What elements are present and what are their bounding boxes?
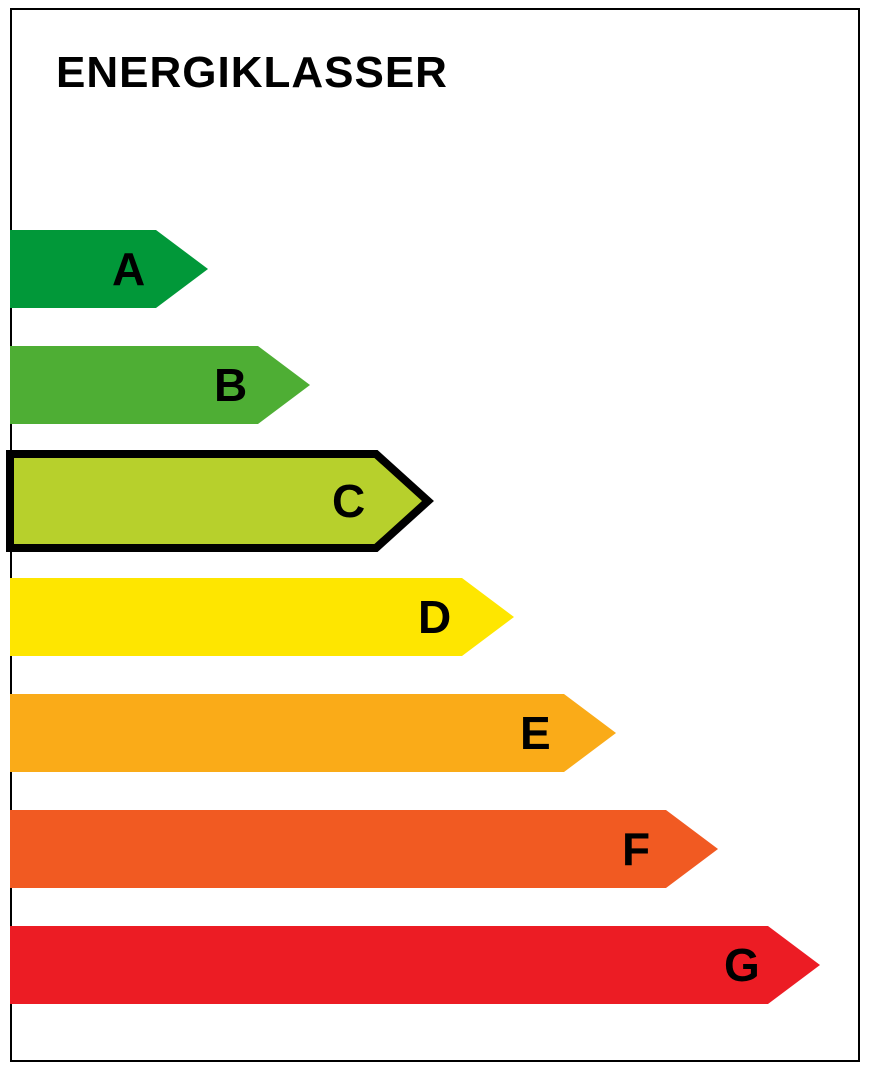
energy-bar-f: F [10, 810, 718, 888]
energy-bar-label: G [724, 938, 760, 992]
title: ENERGIKLASSER [56, 48, 448, 98]
energy-bar-d: D [10, 578, 514, 656]
energy-bar-c: C [2, 446, 436, 556]
energy-bar-label: D [418, 590, 451, 644]
energy-bar-a: A [10, 230, 208, 308]
energy-bar-label: B [214, 358, 247, 412]
energy-bar-label: A [112, 242, 145, 296]
energy-bar-label: C [332, 474, 365, 528]
energy-bar-label: F [622, 822, 650, 876]
energy-bar-label: E [520, 706, 551, 760]
energy-bar-b: B [10, 346, 310, 424]
energy-bar-e: E [10, 694, 616, 772]
energy-bar-g: G [10, 926, 820, 1004]
